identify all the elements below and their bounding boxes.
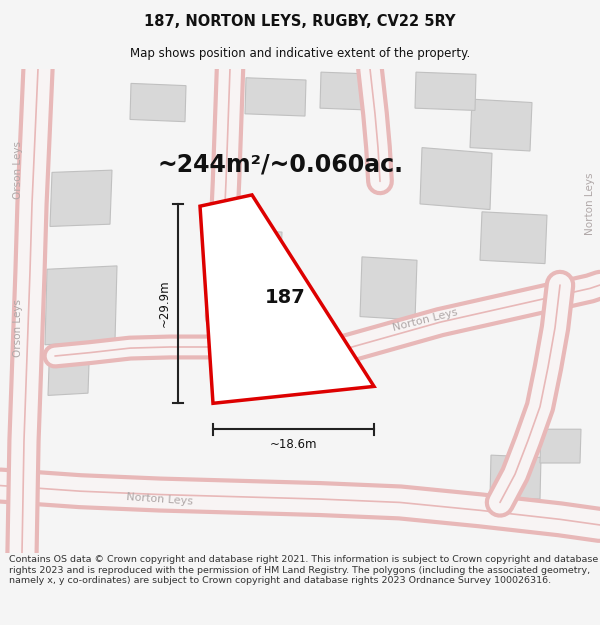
Polygon shape — [45, 266, 117, 345]
Text: Norton Leys: Norton Leys — [585, 173, 595, 235]
Text: Map shows position and indicative extent of the property.: Map shows position and indicative extent… — [130, 48, 470, 60]
Polygon shape — [490, 455, 541, 499]
Polygon shape — [470, 99, 532, 151]
Polygon shape — [48, 364, 89, 396]
Polygon shape — [200, 195, 374, 403]
Text: Norton Leys: Norton Leys — [127, 492, 194, 506]
Text: ~18.6m: ~18.6m — [270, 439, 317, 451]
Text: ~29.9m: ~29.9m — [157, 280, 170, 328]
Polygon shape — [420, 148, 492, 209]
Polygon shape — [235, 230, 282, 279]
Text: 187, NORTON LEYS, RUGBY, CV22 5RY: 187, NORTON LEYS, RUGBY, CV22 5RY — [144, 14, 456, 29]
Text: Orson Leys: Orson Leys — [13, 141, 23, 199]
Polygon shape — [50, 170, 112, 226]
Polygon shape — [480, 212, 547, 264]
Polygon shape — [415, 72, 476, 111]
Text: Orson Leys: Orson Leys — [13, 299, 23, 357]
Polygon shape — [130, 83, 186, 122]
Polygon shape — [235, 292, 274, 336]
Text: Contains OS data © Crown copyright and database right 2021. This information is : Contains OS data © Crown copyright and d… — [9, 555, 598, 585]
Polygon shape — [245, 78, 306, 116]
Text: 187: 187 — [265, 288, 305, 308]
Text: Norton Leys: Norton Leys — [391, 307, 458, 333]
Polygon shape — [320, 72, 381, 111]
Text: ~244m²/~0.060ac.: ~244m²/~0.060ac. — [157, 152, 403, 176]
Polygon shape — [360, 257, 417, 320]
Polygon shape — [540, 429, 581, 463]
